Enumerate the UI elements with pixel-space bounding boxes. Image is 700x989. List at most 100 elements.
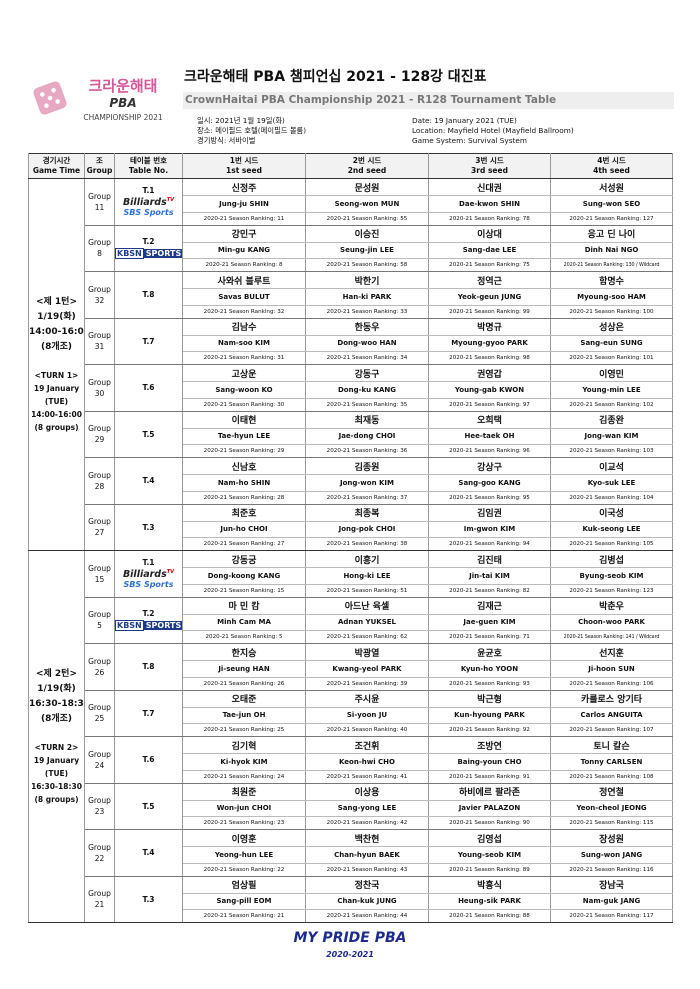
season-ranking: 2020-21 Season Ranking: 90 — [428, 816, 551, 830]
table-number: T.6 — [142, 755, 155, 765]
time-line: <제 1턴> — [35, 297, 78, 307]
table-no: T.5 — [114, 783, 183, 830]
player-name-kr: 정찬국 — [305, 876, 429, 894]
player-name-en: Dae-kwon SHIN — [428, 195, 551, 213]
player-name-kr: 신정주 — [182, 178, 306, 196]
table-no: T.3 — [114, 504, 183, 551]
player-name-en: Chan-hyun BAEK — [305, 846, 429, 864]
player-name-en: Hee-taek OH — [428, 428, 551, 445]
season-ranking: 2020-21 Season Ranking: 40 — [305, 723, 429, 737]
table-number: T.5 — [142, 801, 155, 811]
season-ranking: 2020-21 Season Ranking: 42 — [305, 816, 429, 830]
info-en: Date: 19 January 2021 (TUE) Location: Ma… — [412, 116, 574, 146]
player-name-kr: 아드난 육셀 — [305, 597, 429, 615]
player-name-en: Adnan YUKSEL — [305, 614, 429, 631]
column-header: 2번 시드 2nd seed — [305, 153, 429, 179]
season-ranking: 2020-21 Season Ranking: 30 — [182, 398, 306, 412]
player-name-en: Jae-dong CHOI — [305, 428, 429, 445]
tournament-table: 경기시간 Game Time 조 Group 테이블 번호 Table No. 1번 시드 1… — [28, 153, 673, 923]
header-row: 경기시간 Game Time 조 Group 테이블 번호 Table No. 1번 시드 1… — [28, 153, 673, 179]
season-ranking: 2020-21 Season Ranking: 33 — [305, 305, 429, 319]
column-header-en: Game Time — [32, 166, 81, 175]
player-name-kr: 김종원 — [305, 457, 429, 475]
player-name-kr: 김종완 — [550, 411, 673, 429]
player-name-en: Jin-tai KIM — [428, 567, 551, 585]
time-line: <제 2턴> — [35, 669, 78, 679]
table-no: T.1 BilliardsTV SBS Sports — [114, 550, 183, 598]
english-row: Dong-koong KANG Hong-ki LEE Jin-tai KIM Byu… — [29, 567, 673, 585]
table-no: T.8 — [114, 643, 183, 691]
table-no: T.6 — [114, 364, 183, 412]
season-ranking: 2020-21 Season Ranking: 35 — [305, 398, 429, 412]
time-line: 16:30-18:30 — [29, 699, 85, 709]
footer-season: 2020-2021 — [326, 950, 374, 959]
ranking-row: 2020-21 Season Ranking: 31 2020-21 Season… — [29, 351, 673, 365]
player-name-kr: 마 민 캄 — [182, 597, 306, 615]
player-name-en: Dong-woo HAN — [305, 335, 429, 352]
player-name-en: Jong-won KIM — [305, 474, 429, 492]
player-name-en: Jae-guen KIM — [428, 614, 551, 631]
ranking-row: 2020-21 Season Ranking: 25 2020-21 Season… — [29, 723, 673, 737]
player-name-en: Baing-youn CHO — [428, 753, 551, 771]
time-line: 19 January — [33, 384, 80, 393]
english-row: Sang-pill EOM Chan-kuk JUNG Heung-sik PARK… — [29, 893, 673, 910]
table-number: T.7 — [142, 708, 155, 718]
player-name-en: Young-gab KWON — [428, 381, 551, 399]
english-row: Jun-ho CHOI Jong-pok CHOI Im-gwon KIM Kuk-s… — [29, 521, 673, 538]
season-ranking: 2020-21 Season Ranking: 89 — [428, 863, 551, 877]
english-row: Nam-soo KIM Dong-woo HAN Myoung-gyoo PARK S… — [29, 335, 673, 352]
player-name-kr: 토니 칼슨 — [550, 736, 673, 754]
player-name-kr: 김진태 — [428, 550, 551, 568]
player-name-en: Sang-eun SUNG — [550, 335, 673, 352]
name-row: Group 29 T.5 이태현 최재동 오희택 김종완 — [29, 411, 673, 458]
column-header-en: 3rd seed — [471, 166, 508, 175]
season-ranking: 2020-21 Season Ranking: 21 — [182, 909, 306, 923]
player-name-en: Myoung-soo HAM — [550, 288, 673, 306]
column-header-kr: 4번 시드 — [597, 156, 626, 165]
player-name-kr: 강상구 — [428, 457, 551, 475]
player-name-kr: 이승진 — [305, 225, 429, 243]
player-name-en: Chan-kuk JUNG — [305, 893, 429, 910]
logo-text: TV — [166, 197, 175, 204]
player-name-kr: 선지훈 — [550, 643, 673, 661]
player-name-kr: 윤균호 — [428, 643, 551, 661]
season-ranking: 2020-21 Season Ranking: 28 — [182, 491, 306, 505]
dot — [47, 95, 53, 101]
player-name-kr: 최원준 — [182, 783, 306, 801]
logo-dice — [33, 81, 67, 115]
player-name-kr: 장성원 — [550, 829, 673, 847]
season-ranking: 2020-21 Season Ranking: 99 — [428, 305, 551, 319]
english-row: Min-gu KANG Seung-jin LEE Sang-dae LEE Dinh… — [29, 242, 673, 259]
group: Group 23 — [84, 783, 115, 830]
player-name-en: Han-ki PARK — [305, 288, 429, 306]
season-ranking: 2020-21 Season Ranking: 127 — [550, 212, 673, 226]
column-header-kr: 경기시간 — [42, 156, 71, 165]
ranking-row: 2020-21 Season Ranking: 30 2020-21 Season… — [29, 398, 673, 412]
player-name-en: Hong-ki LEE — [305, 567, 429, 585]
table-number: T.8 — [142, 662, 155, 672]
table-number: T.2 — [142, 609, 155, 619]
footer-brand: MY PRIDE PBA — [293, 930, 407, 946]
name-row: Group 32 T.8 사와쉬 블루트 박한기 정역근 함명수 — [29, 271, 673, 319]
player-name-en: Si-yoon JU — [305, 707, 429, 724]
season-ranking: 2020-21 Season Ranking: 117 — [550, 909, 673, 923]
season-ranking: 2020-21 Season Ranking: 82 — [428, 584, 551, 598]
group: Group 32 — [84, 271, 115, 319]
table-number: T.8 — [142, 290, 155, 300]
column-header: 테이블 번호 Table No. — [114, 153, 183, 179]
group: Group 29 — [84, 411, 115, 458]
table-number: T.2 — [142, 237, 155, 247]
player-name-kr: 강동궁 — [182, 550, 306, 568]
player-name-kr: 김기혁 — [182, 736, 306, 754]
logo-line: KBSN SPORTS — [115, 248, 182, 260]
player-name-en: Dinh Nai NGO — [550, 242, 673, 259]
player-name-kr: 이상용 — [305, 783, 429, 801]
player-name-kr: 오태준 — [182, 690, 306, 708]
time-line: (8 groups) — [34, 423, 79, 432]
english-row: Tae-jun OH Si-yoon JU Kun-hyoung PARK Carlo… — [29, 707, 673, 724]
player-name-kr: 성상은 — [550, 318, 673, 336]
player-name-en: Sang-dae LEE — [428, 242, 551, 259]
group: Group 5 — [84, 597, 115, 644]
player-name-kr: 최준호 — [182, 504, 306, 522]
